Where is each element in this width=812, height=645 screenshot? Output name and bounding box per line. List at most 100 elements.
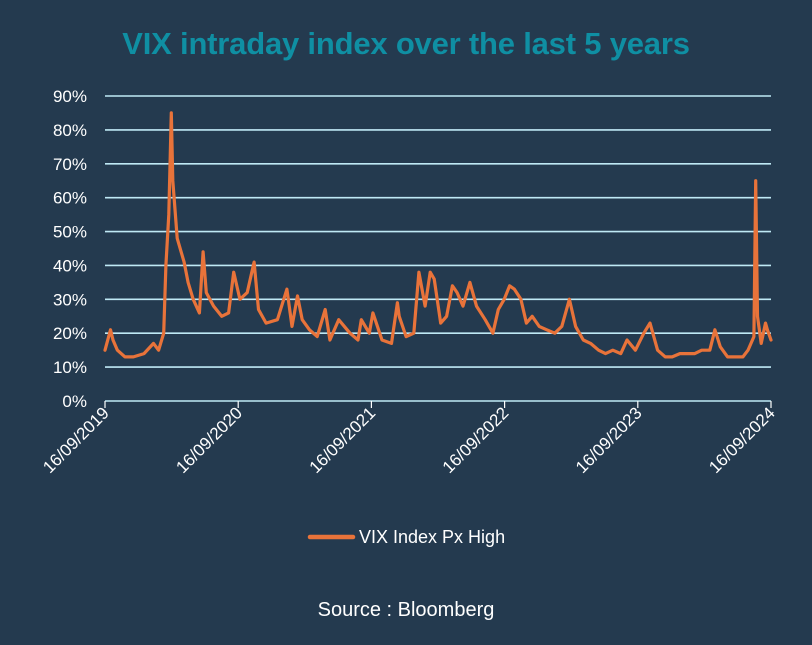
plot-area	[103, 111, 773, 359]
data-point	[568, 298, 571, 301]
data-point	[671, 355, 674, 359]
data-point	[264, 321, 268, 325]
x-tick-label: 16/09/2019	[39, 403, 113, 477]
data-point	[276, 318, 279, 321]
data-point	[625, 338, 629, 342]
data-point	[760, 342, 763, 345]
data-point	[157, 349, 160, 352]
data-point	[296, 294, 299, 298]
data-point	[176, 237, 179, 240]
x-axis: 16/09/2019 16/09/2020 16/09/2021 16/09/2022…	[39, 401, 779, 477]
data-point	[734, 355, 737, 359]
data-point	[451, 284, 454, 287]
data-point	[726, 355, 729, 359]
data-point	[589, 342, 592, 345]
series-line	[103, 111, 773, 359]
data-point	[538, 325, 541, 328]
data-point	[708, 349, 711, 352]
data-point	[519, 298, 523, 301]
y-tick-label: 0%	[62, 392, 87, 411]
data-point	[484, 318, 487, 321]
data-point	[142, 352, 146, 355]
data-point	[513, 288, 516, 291]
data-point	[461, 304, 465, 308]
data-point	[371, 311, 375, 315]
data-point	[719, 345, 722, 348]
data-point	[103, 349, 107, 352]
chart-title: VIX intraday index over the last 5 years	[122, 26, 690, 61]
y-tick-label: 90%	[53, 87, 87, 106]
data-point	[171, 179, 174, 182]
data-point	[123, 355, 127, 359]
data-point	[290, 325, 294, 328]
x-tick-label: 16/09/2023	[572, 403, 646, 477]
data-point	[152, 342, 155, 345]
data-point	[656, 349, 659, 352]
data-point	[238, 298, 242, 301]
y-tick-label: 60%	[53, 189, 87, 208]
data-point	[227, 311, 230, 315]
data-point	[423, 304, 427, 308]
data-point	[525, 321, 528, 325]
data-point	[192, 298, 195, 301]
data-point	[574, 325, 577, 328]
data-point	[468, 281, 472, 284]
y-tick-label: 80%	[53, 121, 87, 140]
x-tick-label: 16/09/2020	[172, 403, 246, 477]
data-point	[634, 349, 637, 352]
data-point	[417, 271, 421, 274]
data-point	[429, 271, 432, 274]
data-point	[475, 304, 478, 308]
data-point	[308, 328, 311, 331]
data-point	[686, 352, 690, 355]
data-point	[582, 338, 585, 342]
data-point	[445, 315, 448, 318]
gridlines	[105, 95, 771, 402]
data-point	[664, 355, 667, 359]
data-point	[604, 352, 607, 355]
data-point	[508, 284, 511, 287]
data-point	[324, 308, 327, 311]
data-point	[648, 321, 652, 325]
data-point	[503, 298, 506, 301]
data-point	[116, 349, 119, 352]
data-point	[396, 301, 399, 304]
data-point	[186, 281, 190, 284]
data-point	[182, 260, 186, 264]
data-point	[170, 111, 173, 115]
data-point	[455, 291, 459, 294]
data-point	[205, 291, 208, 294]
data-point	[439, 321, 442, 325]
y-tick-label: 40%	[53, 256, 87, 275]
y-axis: 0% 10% 20% 30% 40% 50% 60% 70% 80% 90%	[53, 87, 87, 411]
data-point	[412, 332, 415, 335]
data-point	[678, 352, 682, 355]
data-point	[111, 338, 115, 342]
data-point	[348, 332, 352, 335]
data-point	[766, 328, 769, 331]
data-point	[164, 264, 168, 267]
data-point	[545, 328, 548, 331]
data-point	[360, 318, 363, 321]
data-point	[741, 355, 745, 359]
data-point	[497, 308, 500, 311]
data-point	[746, 349, 750, 352]
source-note: Source : Bloomberg	[317, 599, 495, 621]
data-point	[756, 315, 759, 318]
data-point	[752, 335, 756, 338]
data-point	[246, 291, 249, 294]
data-point	[597, 349, 600, 352]
data-point	[560, 325, 563, 328]
series-points	[103, 111, 773, 359]
data-point	[491, 332, 495, 335]
data-point	[764, 321, 767, 325]
data-point	[337, 318, 340, 321]
data-point	[769, 338, 773, 342]
data-point	[301, 318, 304, 321]
data-point	[754, 179, 757, 182]
legend: VIX Index Px High	[307, 527, 505, 547]
data-point	[713, 328, 717, 331]
data-point	[252, 260, 256, 264]
data-point	[390, 342, 393, 345]
data-point	[167, 213, 170, 216]
